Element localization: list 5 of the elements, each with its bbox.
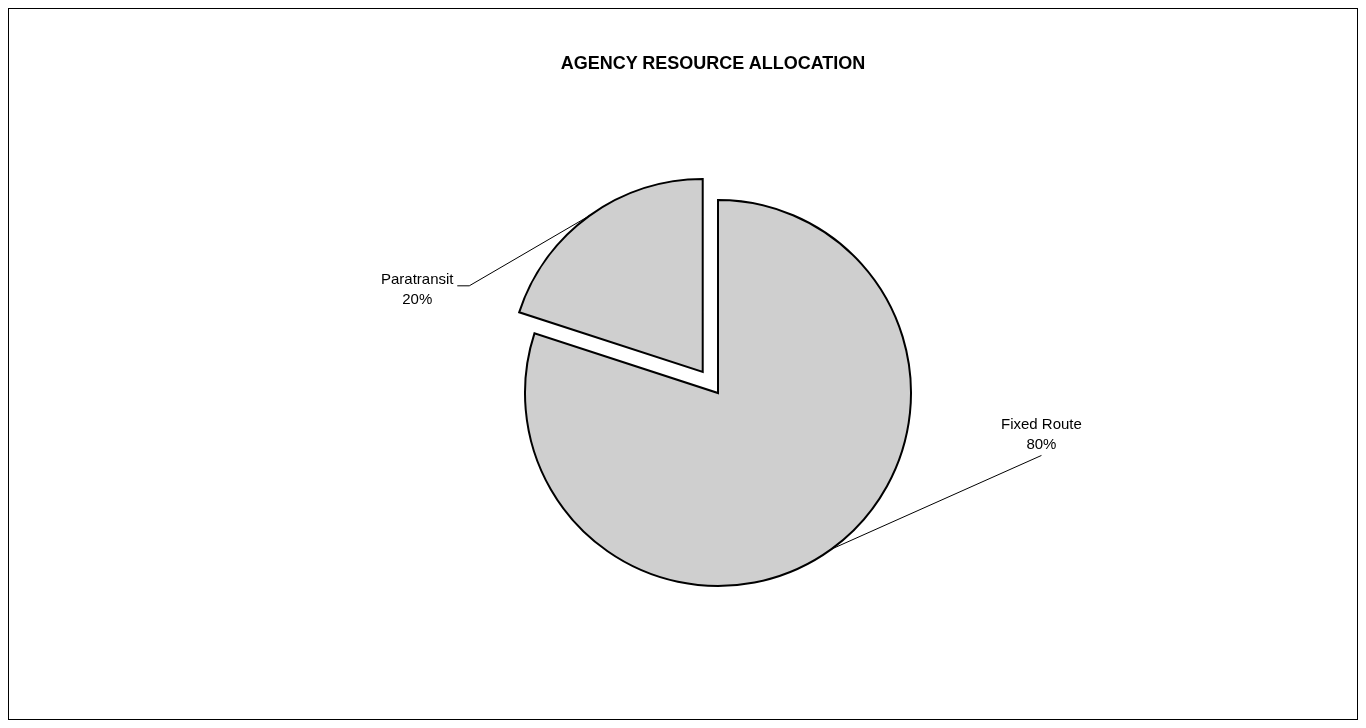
chart-title: AGENCY RESOURCE ALLOCATION [560,53,866,73]
data-label: 80% [1026,435,1057,453]
slice-label: Fixed Route [1001,415,1082,433]
data-label: 20% [402,289,433,307]
slice-label: Paratransit [381,269,455,287]
